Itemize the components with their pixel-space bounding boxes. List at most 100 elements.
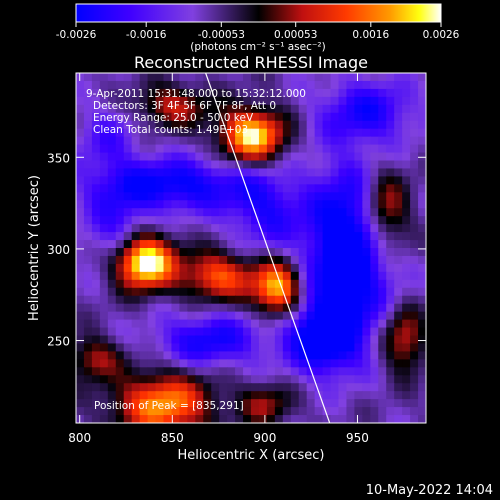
heatmap-cell <box>187 399 196 408</box>
heatmap-cell <box>298 240 308 249</box>
heatmap-cell <box>115 295 125 305</box>
heatmap-cell <box>290 80 300 90</box>
heatmap-cell <box>362 271 371 281</box>
heatmap-cell <box>402 335 411 345</box>
heatmap-cell <box>330 415 340 423</box>
heatmap-cell <box>418 343 426 352</box>
heatmap-cell <box>274 144 284 154</box>
heatmap-cell <box>322 176 332 185</box>
heatmap-cell <box>386 351 395 360</box>
heatmap-cell <box>179 80 188 90</box>
heatmap-cell <box>195 263 204 273</box>
heatmap-cell <box>227 136 236 146</box>
heatmap-cell <box>131 343 141 352</box>
heatmap-cell <box>282 399 292 408</box>
heatmap-cell <box>346 120 355 130</box>
heatmap-cell <box>187 375 196 384</box>
heatmap-cell <box>410 359 419 368</box>
heatmap-cell <box>243 255 252 265</box>
heatmap-cell <box>330 271 340 281</box>
heatmap-cell <box>282 271 292 281</box>
heatmap-cell <box>147 232 157 241</box>
heatmap-cell <box>282 343 292 352</box>
heatmap-cell <box>179 303 188 313</box>
heatmap-cell <box>378 311 387 321</box>
heatmap-cell <box>314 279 324 289</box>
heatmap-cell <box>290 367 300 376</box>
heatmap-cell <box>282 73 292 82</box>
heatmap-cell <box>306 375 316 384</box>
heatmap-cell <box>410 303 419 313</box>
heatmap-cell <box>91 351 101 360</box>
heatmap-cell <box>91 343 101 352</box>
heatmap-cell <box>322 375 332 384</box>
heatmap-cell <box>147 136 157 146</box>
heatmap-cell <box>219 271 228 281</box>
heatmap-cell <box>139 128 149 138</box>
heatmap-cell <box>76 335 85 345</box>
heatmap-cell <box>211 144 220 154</box>
heatmap-cell <box>91 391 101 400</box>
heatmap-cell <box>306 88 316 98</box>
heatmap-cell <box>139 120 149 130</box>
colorbar-tick-label: -0.0026 <box>56 29 97 41</box>
heatmap-cell <box>266 112 276 122</box>
heatmap-cell <box>83 168 93 177</box>
heatmap-cell <box>330 73 340 82</box>
heatmap-cell <box>394 415 403 423</box>
heatmap-cell <box>306 168 316 177</box>
heatmap-cell <box>290 375 300 384</box>
heatmap-cell <box>155 263 165 273</box>
heatmap-cell <box>378 200 387 209</box>
heatmap-cell <box>163 415 173 423</box>
heatmap-cell <box>179 383 188 392</box>
heatmap-cell <box>290 351 300 360</box>
heatmap-cell <box>322 184 332 193</box>
heatmap-cell <box>290 399 300 408</box>
heatmap-cell <box>322 407 332 416</box>
heatmap-cell <box>282 255 292 265</box>
heatmap-cell <box>227 73 236 82</box>
heatmap-cell <box>187 168 196 177</box>
heatmap-cell <box>107 120 117 130</box>
heatmap-cell <box>179 192 188 201</box>
heatmap-cell <box>115 112 125 122</box>
heatmap-cell <box>386 144 395 154</box>
heatmap-cell <box>187 343 196 352</box>
heatmap-cell <box>195 279 204 289</box>
heatmap-cell <box>290 120 300 130</box>
heatmap-cell <box>131 96 141 106</box>
heatmap-cell <box>386 391 395 400</box>
heatmap-cell <box>258 216 268 225</box>
heatmap-cell <box>163 200 173 209</box>
heatmap-cell <box>338 104 348 114</box>
heatmap-cell <box>195 120 204 130</box>
heatmap-cell <box>418 200 426 209</box>
heatmap-cell <box>314 383 324 392</box>
heatmap-cell <box>115 311 125 321</box>
heatmap-cell <box>179 407 188 416</box>
heatmap-cell <box>266 248 276 257</box>
heatmap-cell <box>314 240 324 249</box>
heatmap-cell <box>139 192 149 201</box>
heatmap-cell <box>410 248 419 257</box>
heatmap-cell <box>338 303 348 313</box>
heatmap-cell <box>147 375 157 384</box>
heatmap-cell <box>91 152 101 162</box>
heatmap-cell <box>322 88 332 98</box>
heatmap-cell <box>99 343 109 352</box>
heatmap-cell <box>243 279 252 289</box>
heatmap-cell <box>187 359 196 368</box>
heatmap-cell <box>76 80 85 90</box>
heatmap-cell <box>107 287 117 297</box>
heatmap-cell <box>386 208 395 217</box>
heatmap-cell <box>235 80 244 90</box>
heatmap-cell <box>155 240 165 249</box>
heatmap-cell <box>338 311 348 321</box>
heatmap-cell <box>251 224 260 233</box>
heatmap-cell <box>418 160 426 170</box>
heatmap-cell <box>219 367 228 376</box>
heatmap-cell <box>195 383 204 392</box>
heatmap-cell <box>131 224 141 233</box>
heatmap-cell <box>203 248 212 257</box>
